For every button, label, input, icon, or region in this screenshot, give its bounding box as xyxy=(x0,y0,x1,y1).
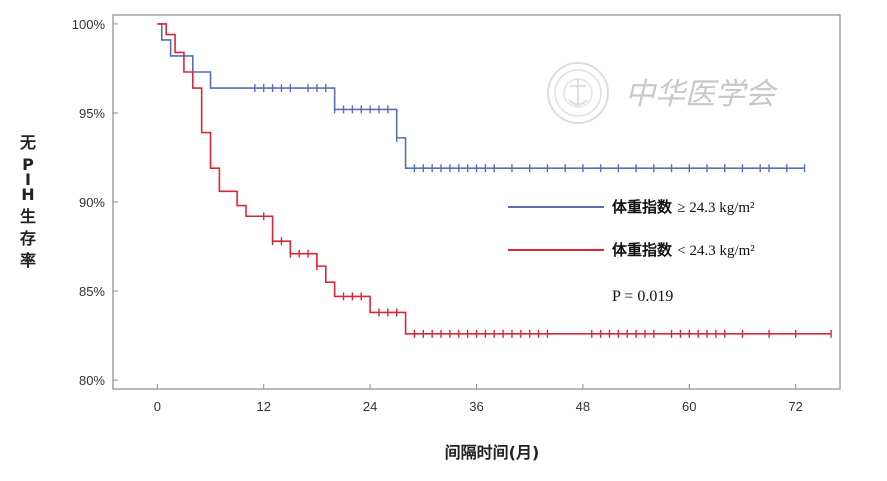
p-value-annotation: P = 0.019 xyxy=(612,288,673,305)
x-tick-label: 72 xyxy=(788,399,802,414)
series-line-1 xyxy=(157,23,832,335)
seal-icon xyxy=(547,62,609,124)
x-tick-label: 0 xyxy=(154,399,161,414)
x-tick-label: 24 xyxy=(363,399,377,414)
y-tick-label: 80% xyxy=(79,373,105,388)
watermark-text: 中华医学会 xyxy=(625,77,778,112)
y-tick-label: 90% xyxy=(79,195,105,210)
series-line-0 xyxy=(157,23,805,169)
legend-label-bmi-high: 体重指数 ≥ 24.3 kg/m² xyxy=(612,198,755,216)
x-tick-label: 48 xyxy=(576,399,590,414)
x-axis-title: 间隔时间(月) xyxy=(445,443,540,462)
legend-label-bmi-low: 体重指数 < 24.3 kg/m² xyxy=(612,241,755,259)
series-layer xyxy=(157,23,832,338)
x-tick-label: 36 xyxy=(469,399,483,414)
x-tick-label: 12 xyxy=(256,399,270,414)
watermark: 中华医学会 xyxy=(547,62,778,124)
y-tick-label: 95% xyxy=(79,106,105,121)
y-axis-title: 无 P I H 生存率 xyxy=(19,133,36,270)
y-tick-label: 85% xyxy=(79,284,105,299)
x-tick-label: 60 xyxy=(682,399,696,414)
y-axis: 80% 85% 90% 95% 100% xyxy=(72,17,118,388)
x-axis: 0 12 24 36 48 60 72 xyxy=(154,384,803,414)
legend: 体重指数 ≥ 24.3 kg/m² 体重指数 < 24.3 kg/m² xyxy=(508,198,755,259)
y-tick-label: 100% xyxy=(72,17,106,32)
